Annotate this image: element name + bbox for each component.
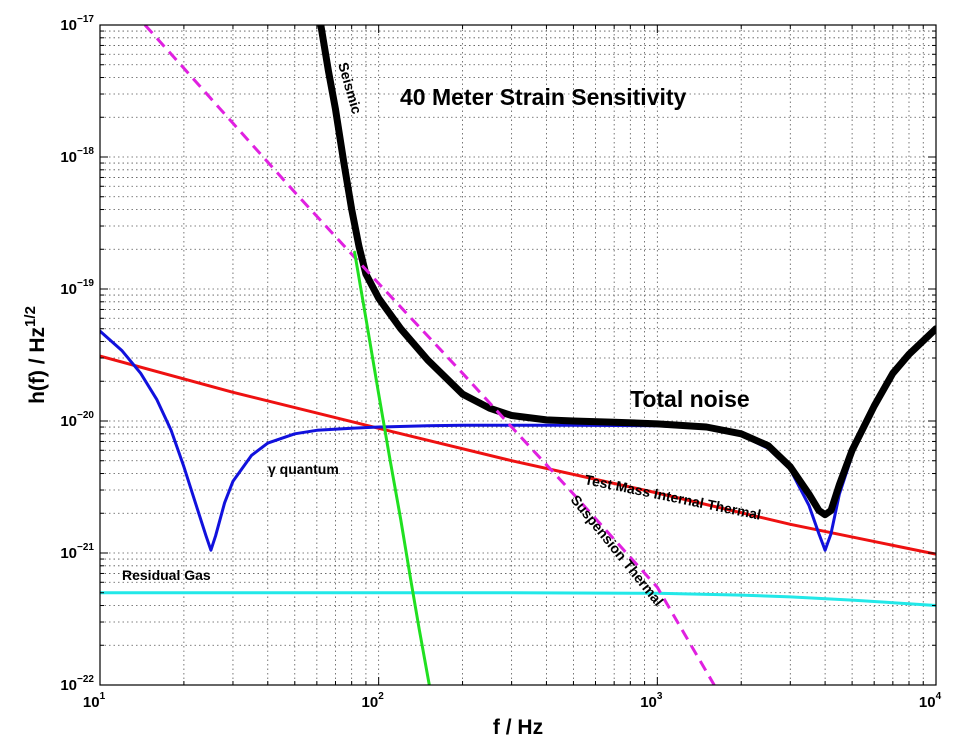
label-residual-gas: Residual Gas [122,567,211,583]
label-test-mass-internal-thermal: Test Mass Internal Thermal [583,471,762,522]
label-suspension-thermal: Suspension Thermal [568,492,667,609]
y-tick-label: 10−17 [60,14,94,34]
y-tick-label: 10−18 [60,146,94,166]
y-axis-title: h(f) / Hz1/2 [22,306,49,404]
y-tick-label: 10−20 [60,410,94,430]
tick-labels: 101 102 103 104 10−22 10−21 10−20 10−19 10−18 10−… [60,14,941,711]
series-layer [100,25,936,685]
x-tick-label: 104 [919,691,942,711]
label-seismic: Seismic [335,60,365,115]
label-total-noise: Total noise [630,386,750,412]
chart-title: 40 Meter Strain Sensitivity [400,84,687,110]
y-tick-label: 10−22 [60,674,94,694]
y-tick-label: 10−21 [60,542,94,562]
series-line-seismic [353,250,431,685]
plot-frame [99,24,937,686]
series-line-test-mass-internal-thermal [100,354,936,556]
ticks [99,25,936,686]
grid [100,25,936,685]
svg-text:h(f) / Hz1/2: h(f) / Hz1/2 [22,306,49,404]
x-axis-title: f / Hz [493,716,543,739]
y-tick-label: 10−19 [60,278,94,298]
series-line-quantum [100,329,854,552]
series-line-total-noise [317,25,936,519]
series-line-residual-gas [100,591,936,607]
x-tick-label: 101 [83,691,106,711]
x-tick-label: 102 [362,691,385,711]
x-tick-label: 103 [640,691,663,711]
label-gamma-quantum: γ quantum [268,461,339,477]
series-line-suspension-thermal [143,25,716,685]
